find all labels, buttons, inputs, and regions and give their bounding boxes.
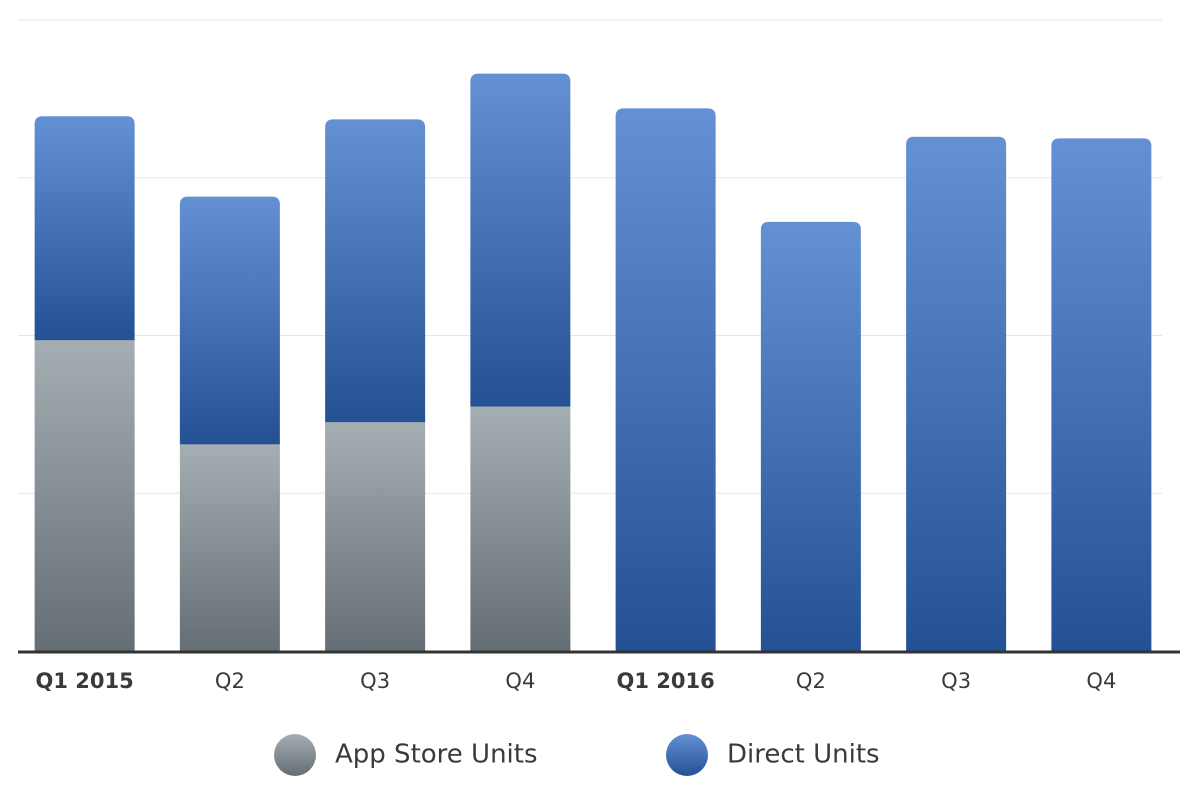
- legend-label: Direct Units: [727, 740, 880, 770]
- legend-swatch: [274, 734, 316, 776]
- x-tick-label: Q2: [215, 669, 245, 693]
- bar-segment: [760, 221, 861, 652]
- legend-swatch: [666, 734, 708, 776]
- bar-segment: [1051, 138, 1152, 651]
- bar-segment: [325, 422, 426, 651]
- bar-segment: [34, 340, 135, 651]
- x-tick-label: Q1 2015: [36, 669, 134, 693]
- bar-segment: [34, 116, 135, 341]
- x-tick-label: Q4: [505, 669, 535, 693]
- bar-segment: [325, 119, 426, 423]
- bar-segment: [179, 444, 280, 651]
- x-tick-label: Q3: [360, 669, 390, 693]
- x-tick-label: Q1 2016: [617, 669, 715, 693]
- x-tick-label: Q4: [1086, 669, 1116, 693]
- bar-segment: [615, 108, 716, 652]
- bar-segment: [179, 196, 280, 445]
- bar-segment: [470, 73, 571, 407]
- x-tick-label: Q3: [941, 669, 971, 693]
- bar-segment: [470, 406, 571, 651]
- x-tick-label: Q2: [796, 669, 826, 693]
- bar-segment: [906, 136, 1007, 652]
- legend-label: App Store Units: [335, 740, 538, 770]
